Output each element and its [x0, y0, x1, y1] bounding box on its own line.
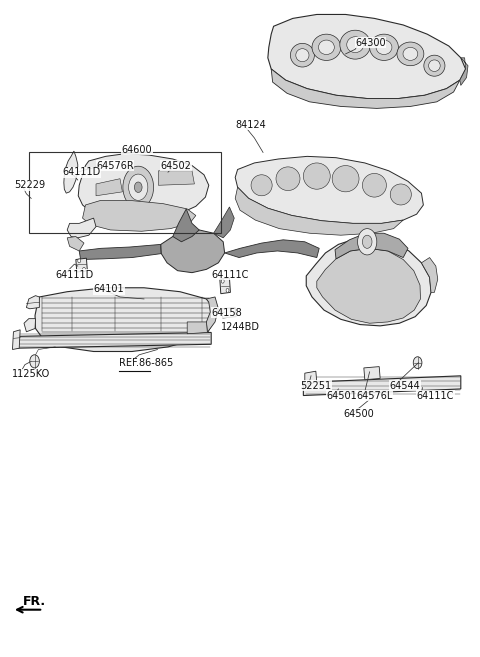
Polygon shape	[26, 296, 39, 309]
Circle shape	[78, 259, 81, 263]
Circle shape	[413, 357, 422, 369]
Ellipse shape	[332, 166, 359, 192]
Circle shape	[358, 229, 377, 255]
Text: 64576R: 64576R	[96, 160, 134, 171]
Text: 64576L: 64576L	[356, 390, 393, 401]
Text: 1244BD: 1244BD	[221, 322, 260, 332]
Circle shape	[221, 279, 224, 283]
Polygon shape	[364, 367, 380, 380]
Bar	[29, 152, 221, 233]
Polygon shape	[173, 209, 199, 242]
Text: 64501: 64501	[326, 390, 357, 401]
Circle shape	[123, 166, 154, 208]
Polygon shape	[79, 244, 161, 260]
Ellipse shape	[347, 37, 364, 53]
Polygon shape	[306, 238, 431, 326]
Ellipse shape	[303, 163, 330, 189]
Polygon shape	[235, 156, 423, 223]
Ellipse shape	[397, 42, 424, 66]
Circle shape	[362, 235, 372, 248]
Text: 64600: 64600	[121, 145, 152, 155]
Polygon shape	[421, 258, 438, 292]
Polygon shape	[15, 332, 211, 348]
Circle shape	[226, 288, 229, 292]
Polygon shape	[64, 151, 78, 193]
Polygon shape	[460, 58, 468, 85]
Polygon shape	[83, 200, 196, 231]
Polygon shape	[222, 307, 236, 318]
Circle shape	[134, 182, 142, 193]
Text: 64544: 64544	[390, 380, 420, 391]
Text: REF.86-865: REF.86-865	[119, 358, 173, 369]
Ellipse shape	[251, 175, 272, 196]
Polygon shape	[161, 230, 225, 273]
Text: 64300: 64300	[355, 37, 386, 48]
Text: 64111C: 64111C	[417, 390, 454, 401]
Ellipse shape	[319, 40, 335, 55]
Polygon shape	[271, 69, 460, 108]
Ellipse shape	[362, 173, 386, 197]
Circle shape	[30, 355, 39, 368]
Polygon shape	[220, 278, 230, 294]
Ellipse shape	[390, 184, 411, 205]
Ellipse shape	[403, 47, 418, 60]
Text: 64111C: 64111C	[211, 269, 249, 280]
Ellipse shape	[290, 43, 314, 67]
Polygon shape	[206, 297, 218, 332]
Ellipse shape	[312, 34, 341, 60]
Polygon shape	[335, 233, 408, 259]
Ellipse shape	[340, 30, 371, 59]
Polygon shape	[268, 14, 466, 99]
Text: 84124: 84124	[235, 120, 266, 130]
Circle shape	[83, 267, 85, 271]
Polygon shape	[317, 248, 420, 323]
Polygon shape	[158, 171, 194, 185]
Ellipse shape	[370, 34, 398, 60]
Ellipse shape	[429, 60, 440, 72]
Polygon shape	[305, 371, 317, 384]
Text: 52229: 52229	[14, 180, 46, 191]
Polygon shape	[67, 218, 96, 238]
Text: 64502: 64502	[161, 160, 192, 171]
Polygon shape	[78, 154, 209, 219]
Polygon shape	[24, 319, 36, 332]
Ellipse shape	[376, 40, 392, 55]
Text: 64158: 64158	[211, 307, 242, 318]
Ellipse shape	[424, 55, 445, 76]
Polygon shape	[12, 330, 20, 350]
Polygon shape	[214, 207, 234, 238]
Text: 1125KO: 1125KO	[12, 369, 50, 380]
Text: 52251: 52251	[300, 380, 331, 391]
Text: FR.: FR.	[23, 595, 46, 608]
Polygon shape	[96, 179, 122, 196]
Polygon shape	[235, 187, 403, 235]
Ellipse shape	[296, 49, 309, 62]
Polygon shape	[67, 237, 84, 251]
Ellipse shape	[276, 167, 300, 191]
Circle shape	[129, 174, 148, 200]
Text: 64101: 64101	[94, 284, 124, 294]
Polygon shape	[35, 288, 215, 351]
Polygon shape	[187, 322, 207, 334]
Polygon shape	[76, 258, 87, 272]
Text: 64111D: 64111D	[55, 269, 94, 280]
Polygon shape	[303, 376, 461, 396]
Text: 64111D: 64111D	[62, 167, 101, 177]
Text: 64500: 64500	[343, 409, 374, 419]
Polygon shape	[225, 240, 319, 258]
